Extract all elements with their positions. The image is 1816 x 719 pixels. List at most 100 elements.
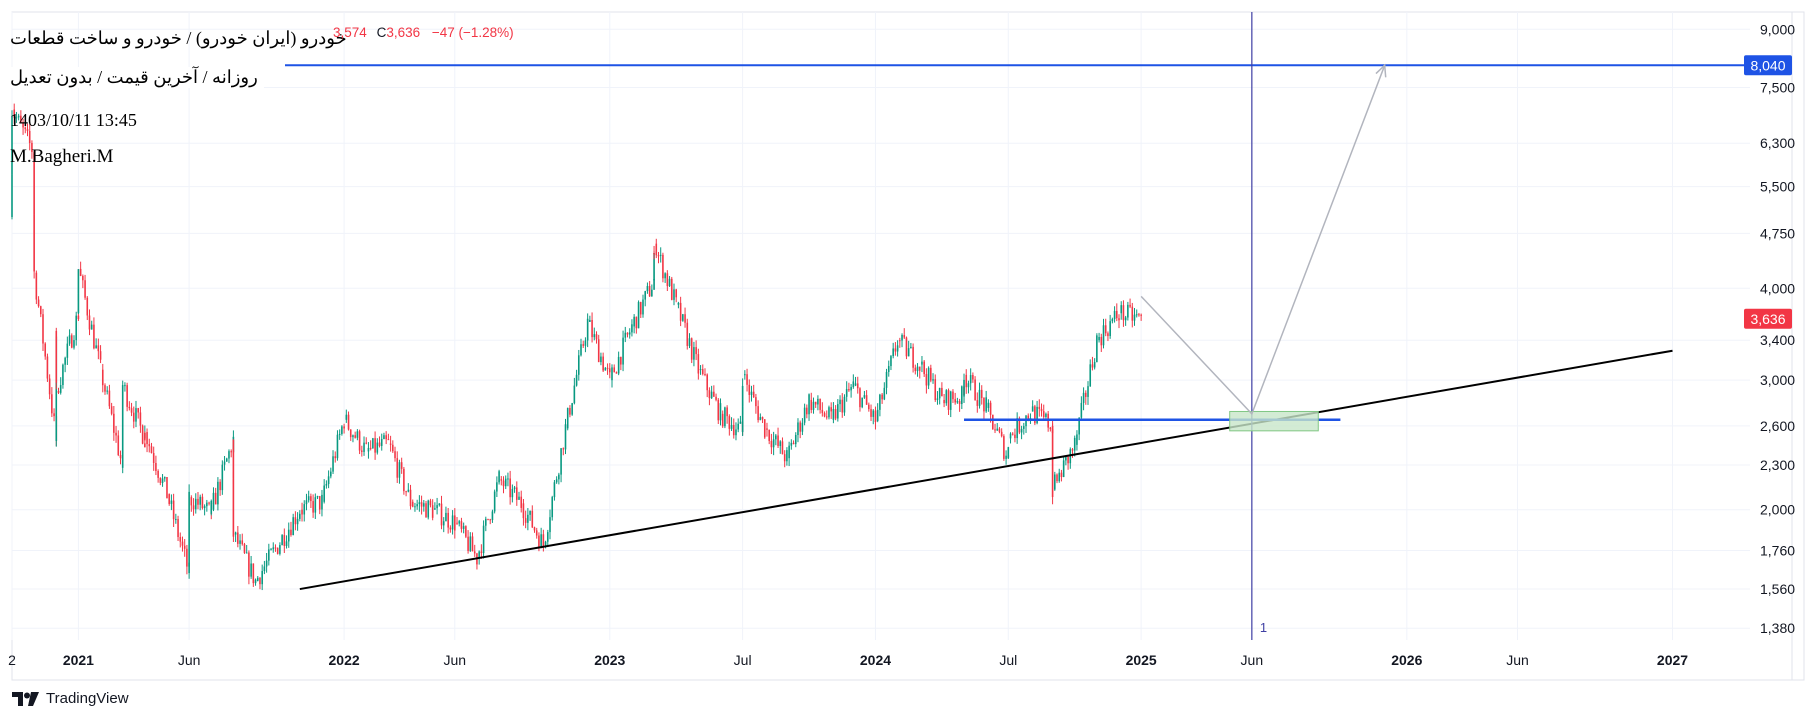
- candle-body: [274, 547, 277, 549]
- candle-body: [502, 480, 505, 487]
- candle-body: [1049, 427, 1052, 430]
- candle-body: [462, 526, 465, 529]
- candle-body: [332, 456, 334, 472]
- candle-body: [602, 356, 604, 371]
- candle-body: [26, 129, 29, 131]
- candle-body: [55, 330, 58, 365]
- candle-body: [175, 519, 177, 521]
- candle-body: [881, 394, 883, 400]
- candle-body: [1054, 474, 1056, 490]
- candle-body: [294, 517, 297, 525]
- ohlc-legend: 3,574 C3,636 −47 (−1.28%): [333, 25, 514, 40]
- candle-body: [989, 402, 992, 415]
- candle-body: [24, 127, 27, 130]
- candle-body: [646, 286, 649, 292]
- candle-body: [210, 500, 213, 514]
- candle-body: [717, 399, 720, 421]
- candle-body: [770, 440, 773, 448]
- candle-body: [839, 399, 841, 405]
- candle-body: [232, 439, 235, 479]
- candle-body: [480, 551, 483, 554]
- candle-body: [507, 478, 509, 480]
- candle-body: [655, 243, 658, 256]
- candle-body: [783, 454, 786, 462]
- time-axis[interactable]: 2 2021 Jun 2022 Jun 2023 Jul 2024 Jul 2025 Jun 2026…: [8, 652, 1688, 668]
- candle-body: [688, 338, 691, 346]
- candle-body: [861, 397, 863, 408]
- candle-body: [425, 503, 427, 518]
- candle-body: [223, 461, 226, 465]
- candle-body: [980, 389, 983, 399]
- candle-body: [354, 435, 356, 438]
- candle-body: [580, 344, 582, 356]
- price-tick-label: 1,560: [1760, 581, 1795, 597]
- candle-body: [1020, 428, 1023, 433]
- candle-body: [1056, 474, 1058, 482]
- candle-body: [405, 491, 407, 493]
- candle-body: [659, 254, 662, 256]
- price-tick-label: 4,000: [1760, 280, 1795, 296]
- candle-body: [901, 334, 903, 341]
- candle-body: [916, 366, 919, 372]
- candle-body: [1058, 472, 1061, 482]
- price-axis[interactable]: 9,000 7,500 6,300 5,500 4,750 4,000 3,400 3,000…: [1744, 21, 1795, 636]
- candle-body: [498, 471, 500, 483]
- candle-body: [527, 514, 529, 523]
- candle-body: [651, 289, 653, 297]
- drawings-layer: 1: [285, 12, 1750, 640]
- candle-body: [1104, 325, 1107, 334]
- candle-body: [801, 422, 804, 432]
- candle-body: [447, 512, 449, 528]
- candle-body: [385, 435, 387, 440]
- candle-body: [644, 291, 647, 300]
- brand-name: TradingView: [46, 690, 129, 707]
- candle-body: [403, 468, 405, 492]
- candle-body: [438, 503, 441, 506]
- candle-body: [746, 374, 748, 385]
- candle-body: [1089, 364, 1092, 387]
- tradingview-brand[interactable]: TradingView: [12, 690, 129, 707]
- candle-body: [15, 117, 18, 119]
- candle-body: [726, 407, 728, 417]
- candle-body: [542, 534, 545, 547]
- candle-body: [868, 404, 870, 410]
- candle-body: [113, 413, 115, 433]
- candle-body: [42, 314, 44, 344]
- candle-body: [927, 367, 930, 386]
- candle-body: [237, 532, 239, 544]
- candle-body: [75, 315, 78, 341]
- candle-body: [491, 511, 494, 521]
- price-tick-label: 2,000: [1760, 502, 1795, 518]
- candle-body: [1060, 472, 1063, 478]
- candle-body: [903, 334, 906, 338]
- candle-body: [310, 496, 312, 502]
- price-tick-label: 3,400: [1760, 332, 1795, 348]
- candle-body: [648, 286, 651, 297]
- candle-body: [88, 315, 91, 330]
- candle-body: [546, 532, 549, 542]
- candle-body: [214, 492, 217, 505]
- candle-body: [1096, 335, 1098, 363]
- candle-body: [666, 273, 669, 287]
- candle-body: [921, 361, 923, 365]
- candle-body: [203, 506, 206, 509]
- price-tick-label: 4,750: [1760, 225, 1795, 241]
- candle-body: [307, 496, 310, 501]
- candle-body: [146, 432, 148, 445]
- candle-body: [256, 577, 259, 581]
- candle-body: [1003, 436, 1005, 459]
- candle-body: [730, 424, 733, 429]
- candle-body: [1098, 336, 1100, 341]
- candle-body: [956, 401, 959, 403]
- candle-body: [170, 500, 173, 504]
- candle-body: [859, 388, 861, 408]
- candle-body: [190, 497, 193, 506]
- candle-body: [936, 398, 939, 401]
- ohlc-low-value: 3,574: [333, 25, 367, 40]
- candle-body: [834, 409, 837, 419]
- candle-body: [825, 416, 828, 418]
- candle-body: [232, 478, 235, 537]
- author-label: M.Bagheri.M: [10, 146, 114, 167]
- candle-body: [46, 356, 49, 379]
- candle-body: [571, 403, 573, 415]
